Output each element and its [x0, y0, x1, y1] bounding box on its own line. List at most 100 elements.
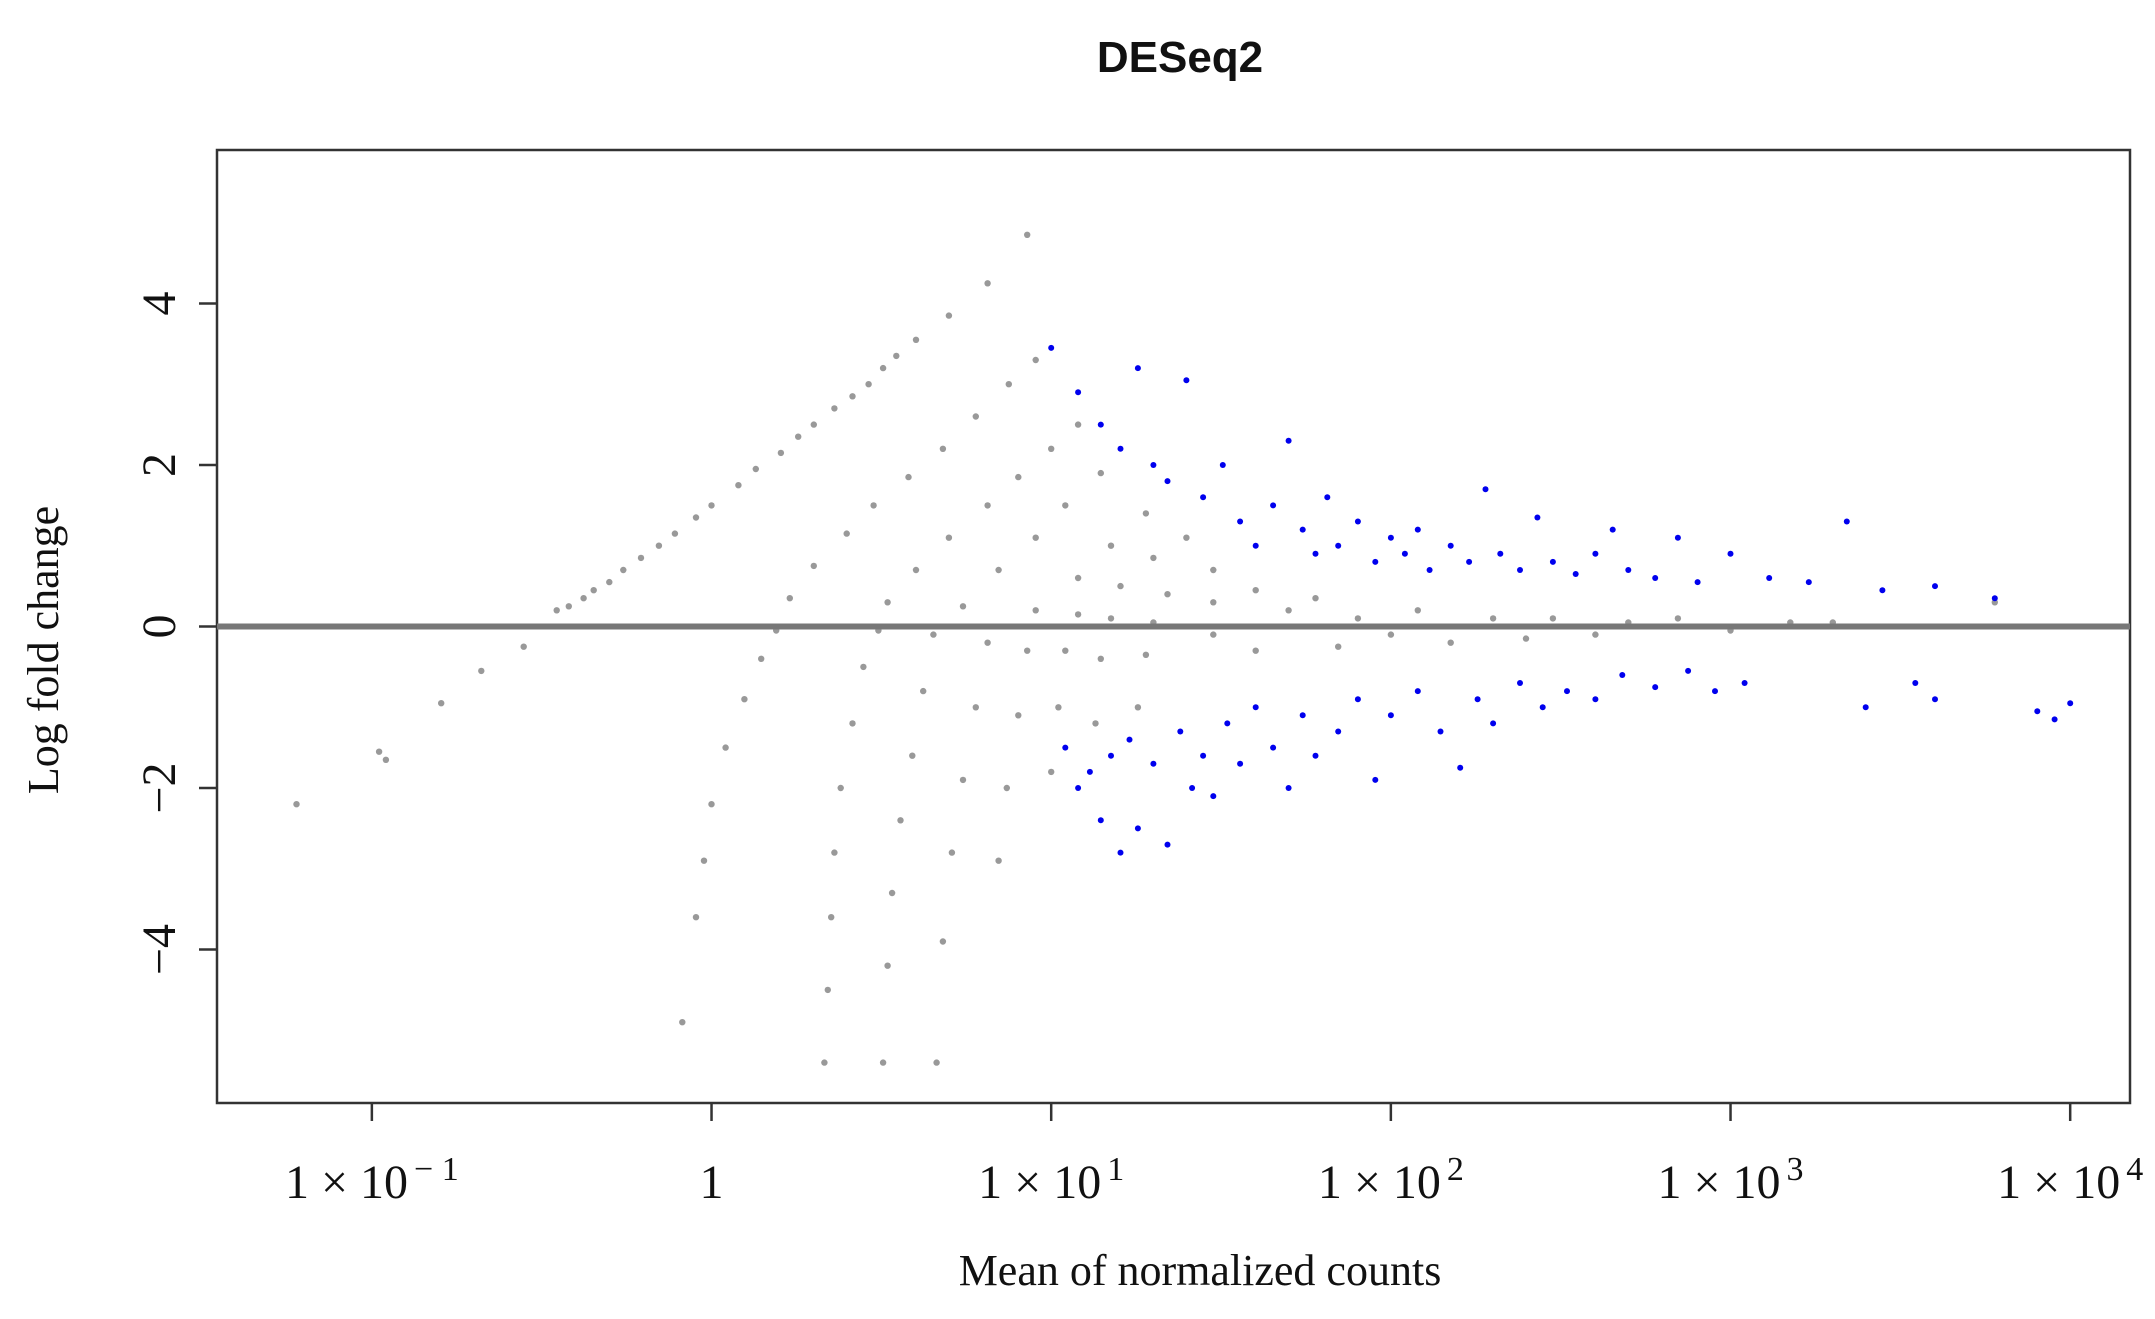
- point-nonsig-58: [879, 1059, 887, 1066]
- point-nonsig-60: [995, 566, 1002, 574]
- point-nonsig-66: [959, 776, 967, 784]
- point-nonsig-1: [375, 748, 383, 755]
- point-nonsig-84: [1048, 768, 1055, 776]
- point-nonsig-7: [590, 587, 597, 594]
- point-nonsig-48: [984, 502, 991, 509]
- point-nonsig-38: [860, 663, 867, 671]
- point-nonsig-54: [909, 752, 916, 759]
- point-sig-57: [1200, 752, 1207, 759]
- point-nonsig-28: [786, 595, 793, 602]
- point-nonsig-71: [1074, 574, 1082, 582]
- point-sig-0: [1048, 344, 1055, 351]
- point-sig-14: [1299, 526, 1306, 533]
- point-nonsig-27: [679, 1019, 686, 1026]
- x-tick-label-0: 1 × 10− 1: [285, 1151, 459, 1209]
- point-sig-6: [1164, 478, 1171, 485]
- point-nonsig-39: [849, 720, 856, 727]
- point-nonsig-40: [837, 784, 844, 792]
- point-nonsig-35: [1005, 381, 1012, 388]
- point-sig-58: [1210, 793, 1217, 800]
- point-sig-66: [1335, 728, 1342, 735]
- point-sig-4: [1134, 365, 1141, 372]
- point-nonsig-0: [293, 801, 300, 808]
- point-sig-13: [1285, 437, 1292, 444]
- point-sig-27: [1497, 550, 1504, 557]
- point-nonsig-15: [879, 364, 887, 372]
- point-nonsig-92: [1252, 587, 1259, 594]
- point-sig-18: [1354, 518, 1361, 525]
- point-nonsig-46: [912, 566, 920, 574]
- point-nonsig-34: [972, 413, 979, 420]
- point-sig-47: [1086, 768, 1093, 775]
- point-sig-88: [2051, 716, 2058, 723]
- point-nonsig-19: [1023, 231, 1031, 238]
- point-nonsig-61: [1032, 534, 1039, 541]
- point-sig-51: [1126, 736, 1133, 743]
- point-sig-70: [1414, 688, 1421, 695]
- point-sig-67: [1354, 696, 1361, 703]
- point-nonsig-9: [655, 542, 663, 549]
- point-nonsig-68: [939, 938, 947, 945]
- point-sig-87: [2034, 708, 2041, 715]
- x-tick-label-4: 1 × 10 3: [1657, 1151, 1803, 1209]
- point-sig-61: [1252, 704, 1259, 711]
- point-sig-29: [1534, 514, 1541, 521]
- point-sig-56: [1189, 785, 1196, 791]
- point-nonsig-11: [735, 482, 742, 489]
- point-nonsig-52: [930, 631, 937, 638]
- point-sig-22: [1414, 526, 1421, 533]
- point-sig-34: [1625, 567, 1632, 573]
- point-nonsig-42: [828, 914, 835, 921]
- point-nonsig-104: [1489, 615, 1497, 622]
- point-sig-79: [1619, 672, 1626, 678]
- point-sig-31: [1572, 571, 1579, 577]
- point-nonsig-17: [945, 312, 953, 319]
- point-nonsig-109: [1674, 615, 1682, 622]
- point-sig-54: [1164, 841, 1171, 848]
- point-sig-59: [1224, 720, 1231, 727]
- point-nonsig-75: [1015, 712, 1022, 719]
- point-nonsig-121: [795, 433, 802, 440]
- point-nonsig-51: [1074, 421, 1082, 428]
- point-sig-39: [1766, 575, 1773, 581]
- x-tick-label-2: 1 × 10 1: [978, 1151, 1124, 1209]
- point-nonsig-31: [870, 502, 877, 509]
- point-sig-65: [1312, 752, 1319, 759]
- point-nonsig-100: [1354, 615, 1362, 622]
- point-nonsig-3: [438, 700, 445, 707]
- point-nonsig-53: [920, 687, 927, 695]
- point-nonsig-97: [1285, 607, 1292, 614]
- point-sig-26: [1482, 486, 1489, 493]
- point-sig-19: [1372, 558, 1379, 565]
- point-sig-32: [1592, 550, 1599, 557]
- point-nonsig-16: [912, 336, 920, 343]
- point-sig-41: [1843, 518, 1850, 525]
- point-sig-55: [1177, 728, 1184, 735]
- point-sig-20: [1387, 534, 1394, 541]
- point-nonsig-76: [1003, 784, 1010, 792]
- point-nonsig-74: [1023, 647, 1031, 654]
- point-nonsig-94: [1134, 704, 1142, 711]
- point-sig-33: [1609, 526, 1616, 533]
- point-sig-71: [1437, 728, 1444, 735]
- point-nonsig-2: [382, 756, 390, 763]
- point-nonsig-24: [708, 801, 715, 808]
- y-tick-label-4: 4: [133, 291, 186, 315]
- point-nonsig-73: [1142, 510, 1150, 517]
- point-sig-42: [1879, 587, 1886, 594]
- point-nonsig-5: [520, 643, 527, 650]
- point-sig-44: [1991, 595, 1998, 602]
- point-sig-43: [1932, 583, 1938, 590]
- point-nonsig-122: [831, 405, 838, 412]
- point-nonsig-118: [671, 530, 679, 537]
- point-sig-15: [1312, 550, 1319, 557]
- point-nonsig-67: [948, 849, 956, 856]
- point-nonsig-117: [637, 554, 645, 562]
- point-sig-30: [1549, 558, 1556, 565]
- point-nonsig-87: [1210, 566, 1217, 574]
- point-sig-50: [1117, 849, 1124, 856]
- chart-title: DESeq2: [1097, 33, 1263, 82]
- point-nonsig-101: [1387, 631, 1395, 638]
- point-sig-49: [1108, 752, 1114, 759]
